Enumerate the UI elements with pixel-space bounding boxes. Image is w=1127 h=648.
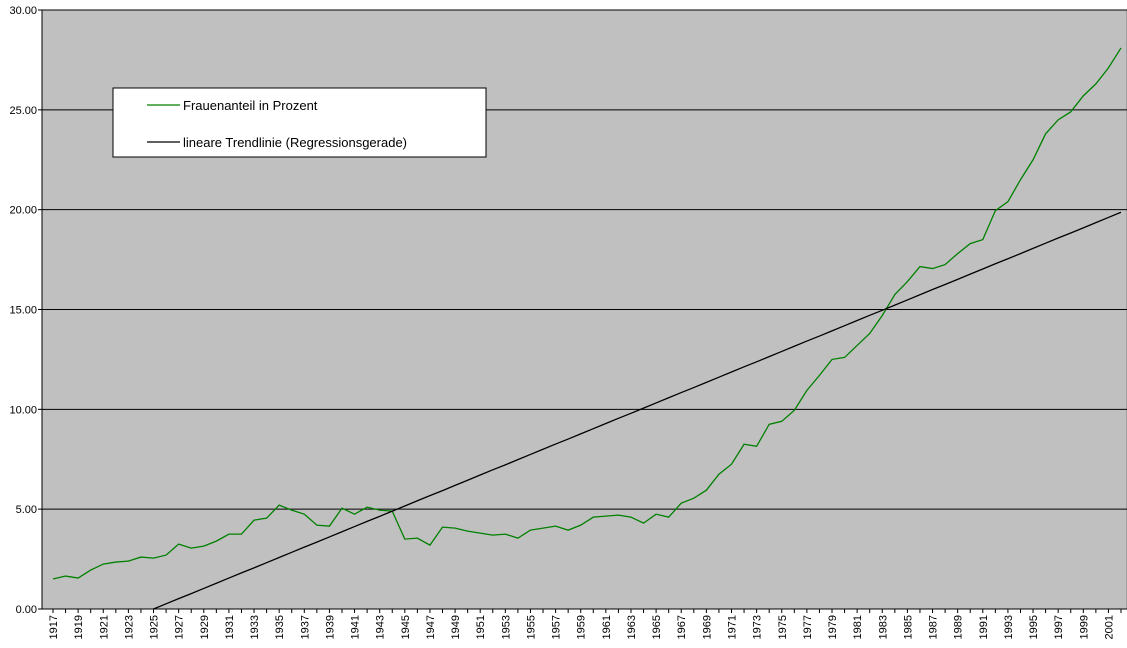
x-tick-label: 1937: [299, 615, 311, 639]
x-tick-label: 1957: [551, 615, 563, 639]
legend-box: [112, 87, 487, 158]
x-tick-label: 1989: [953, 615, 965, 639]
x-tick-label: 1973: [752, 615, 764, 639]
x-tick-label: 1953: [500, 615, 512, 639]
y-tick-label: 20.00: [9, 205, 37, 217]
x-tick-label: 1919: [73, 615, 85, 639]
series-line: [52, 47, 1122, 580]
x-tick-label: 1965: [651, 615, 663, 639]
y-tick-label: 25.00: [9, 105, 37, 117]
x-tick-label: 1971: [726, 615, 738, 639]
x-tick-label: 1969: [701, 615, 713, 639]
x-tick-label: 1927: [174, 615, 186, 639]
x-tick-label: 1947: [425, 615, 437, 639]
x-tick-label: 1949: [450, 615, 462, 639]
x-tick-label: 2001: [1103, 615, 1115, 639]
x-tick-label: 1983: [877, 615, 889, 639]
y-tick-label: 15.00: [9, 305, 37, 317]
y-tick-label: 0.00: [16, 604, 37, 616]
x-tick-label: 1979: [827, 615, 839, 639]
x-tick-label: 1935: [274, 615, 286, 639]
x-tick-label: 1963: [626, 615, 638, 639]
x-tick-label: 1995: [1028, 615, 1040, 639]
legend-label: Frauenanteil in Prozent: [183, 98, 318, 113]
x-tick-label: 1929: [199, 615, 211, 639]
series-line: [153, 211, 1122, 610]
x-tick-label: 1981: [852, 615, 864, 639]
x-tick-label: 1933: [249, 615, 261, 639]
x-tick-label: 1961: [601, 615, 613, 639]
y-tick-label: 10.00: [9, 404, 37, 416]
y-tick-label: 30.00: [9, 5, 37, 17]
x-tick-label: 1967: [676, 615, 688, 639]
legend: Frauenanteil in Prozent lineare Trendlini…: [112, 87, 487, 158]
x-tick-label: 1987: [928, 615, 940, 639]
x-tick-label: 1991: [978, 615, 990, 639]
x-tick-label: 1921: [98, 615, 110, 639]
legend-label: lineare Trendlinie (Regressionsgerade): [183, 135, 407, 150]
y-tick-label: 5.00: [16, 504, 37, 516]
x-tick-label: 1923: [123, 615, 135, 639]
x-tick-label: 1941: [350, 615, 362, 639]
x-tick-label: 1917: [48, 615, 60, 639]
x-tick-label: 1931: [224, 615, 236, 639]
x-tick-label: 1939: [324, 615, 336, 639]
x-tick-label: 1993: [1003, 615, 1015, 639]
x-tick-label: 1999: [1078, 615, 1090, 639]
x-tick-label: 1925: [149, 615, 161, 639]
x-tick-label: 1997: [1053, 615, 1065, 639]
x-tick-label: 1977: [802, 615, 814, 639]
x-tick-label: 1951: [475, 615, 487, 639]
x-tick-label: 1985: [902, 615, 914, 639]
x-tick-label: 1955: [525, 615, 537, 639]
x-tick-label: 1943: [375, 615, 387, 639]
x-tick-label: 1945: [400, 615, 412, 639]
x-tick-label: 1959: [576, 615, 588, 639]
x-tick-label: 1975: [777, 615, 789, 639]
